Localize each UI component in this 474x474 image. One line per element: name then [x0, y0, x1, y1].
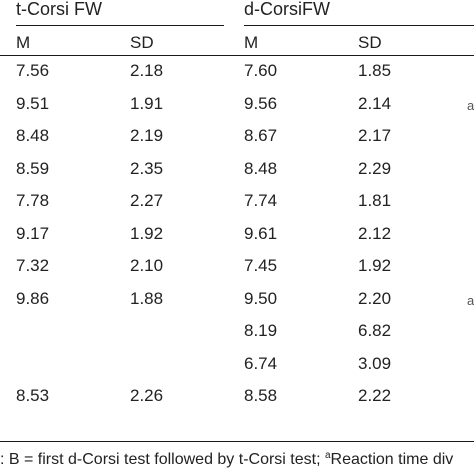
- table-cell: 2.29: [358, 158, 392, 178]
- footnote-tail: Reaction time div: [330, 451, 454, 468]
- column-subheader: SD: [358, 33, 382, 52]
- table-cell: 8.48: [244, 158, 278, 178]
- table-cell: 1.91: [130, 93, 164, 113]
- edge-mark: a: [467, 97, 474, 113]
- column-group-header: d-CorsiFW: [244, 0, 330, 19]
- table-cell: 2.26: [130, 386, 164, 405]
- table-cell: 8.19: [244, 321, 278, 340]
- group-rule: [244, 25, 474, 26]
- table-cell: 9.50: [244, 288, 278, 308]
- table-cell: 7.78: [16, 191, 50, 210]
- table-cell: 2.20: [358, 288, 392, 308]
- table-cell: 7.56: [16, 61, 50, 80]
- group-rule: [16, 25, 224, 26]
- table-cell: 9.56: [244, 93, 278, 113]
- table-cell: 8.53: [16, 386, 50, 405]
- table-cell: 7.74: [244, 191, 278, 210]
- table-cell: 9.51: [16, 93, 50, 113]
- table-cell: 2.19: [130, 126, 164, 145]
- table-cell: 8.58: [244, 386, 278, 405]
- table-cell: 2.17: [358, 126, 392, 145]
- column-group-header: t-Corsi FW: [16, 0, 102, 19]
- edge-mark: a: [467, 292, 474, 308]
- table-cell: 1.81: [358, 191, 392, 210]
- table-cell: 1.88: [130, 288, 164, 308]
- table-cell: 6.74: [244, 353, 278, 373]
- table-cell: 1.92: [130, 223, 164, 243]
- table-cell: 9.17: [16, 223, 50, 243]
- table-cell: 8.67: [244, 126, 278, 145]
- footnote-lead: : B = first d-Corsi test followed by t-C…: [0, 451, 325, 468]
- table-footnote: : B = first d-Corsi test followed by t-C…: [0, 446, 453, 470]
- table-cell: 7.32: [16, 256, 50, 275]
- header-rule: [0, 55, 474, 56]
- table-cell: 9.61: [244, 223, 278, 243]
- table-cell: 1.92: [358, 256, 392, 275]
- table-cell: 2.22: [358, 386, 392, 405]
- table-cell: 1.85: [358, 61, 392, 80]
- column-subheader: SD: [130, 33, 154, 52]
- table-cell: 9.86: [16, 288, 50, 308]
- table-cell: 7.45: [244, 256, 278, 275]
- table-cell: 2.35: [130, 158, 164, 178]
- table-cell: 2.14: [358, 93, 392, 113]
- table-cell: 3.09: [358, 353, 392, 373]
- table-cell: 8.48: [16, 126, 50, 145]
- table-cell: 6.82: [358, 321, 392, 340]
- table-cell: 2.27: [130, 191, 164, 210]
- table-cell: 2.18: [130, 61, 164, 80]
- table-cell: 8.59: [16, 158, 50, 178]
- column-subheader: M: [244, 33, 259, 52]
- footnote-superscript: a: [324, 450, 331, 461]
- column-subheader: M: [16, 33, 31, 52]
- bottom-rule: [0, 441, 474, 442]
- table-cell: 2.10: [130, 256, 164, 275]
- table-cell: 2.12: [358, 223, 392, 243]
- table-cell: 7.60: [244, 61, 278, 80]
